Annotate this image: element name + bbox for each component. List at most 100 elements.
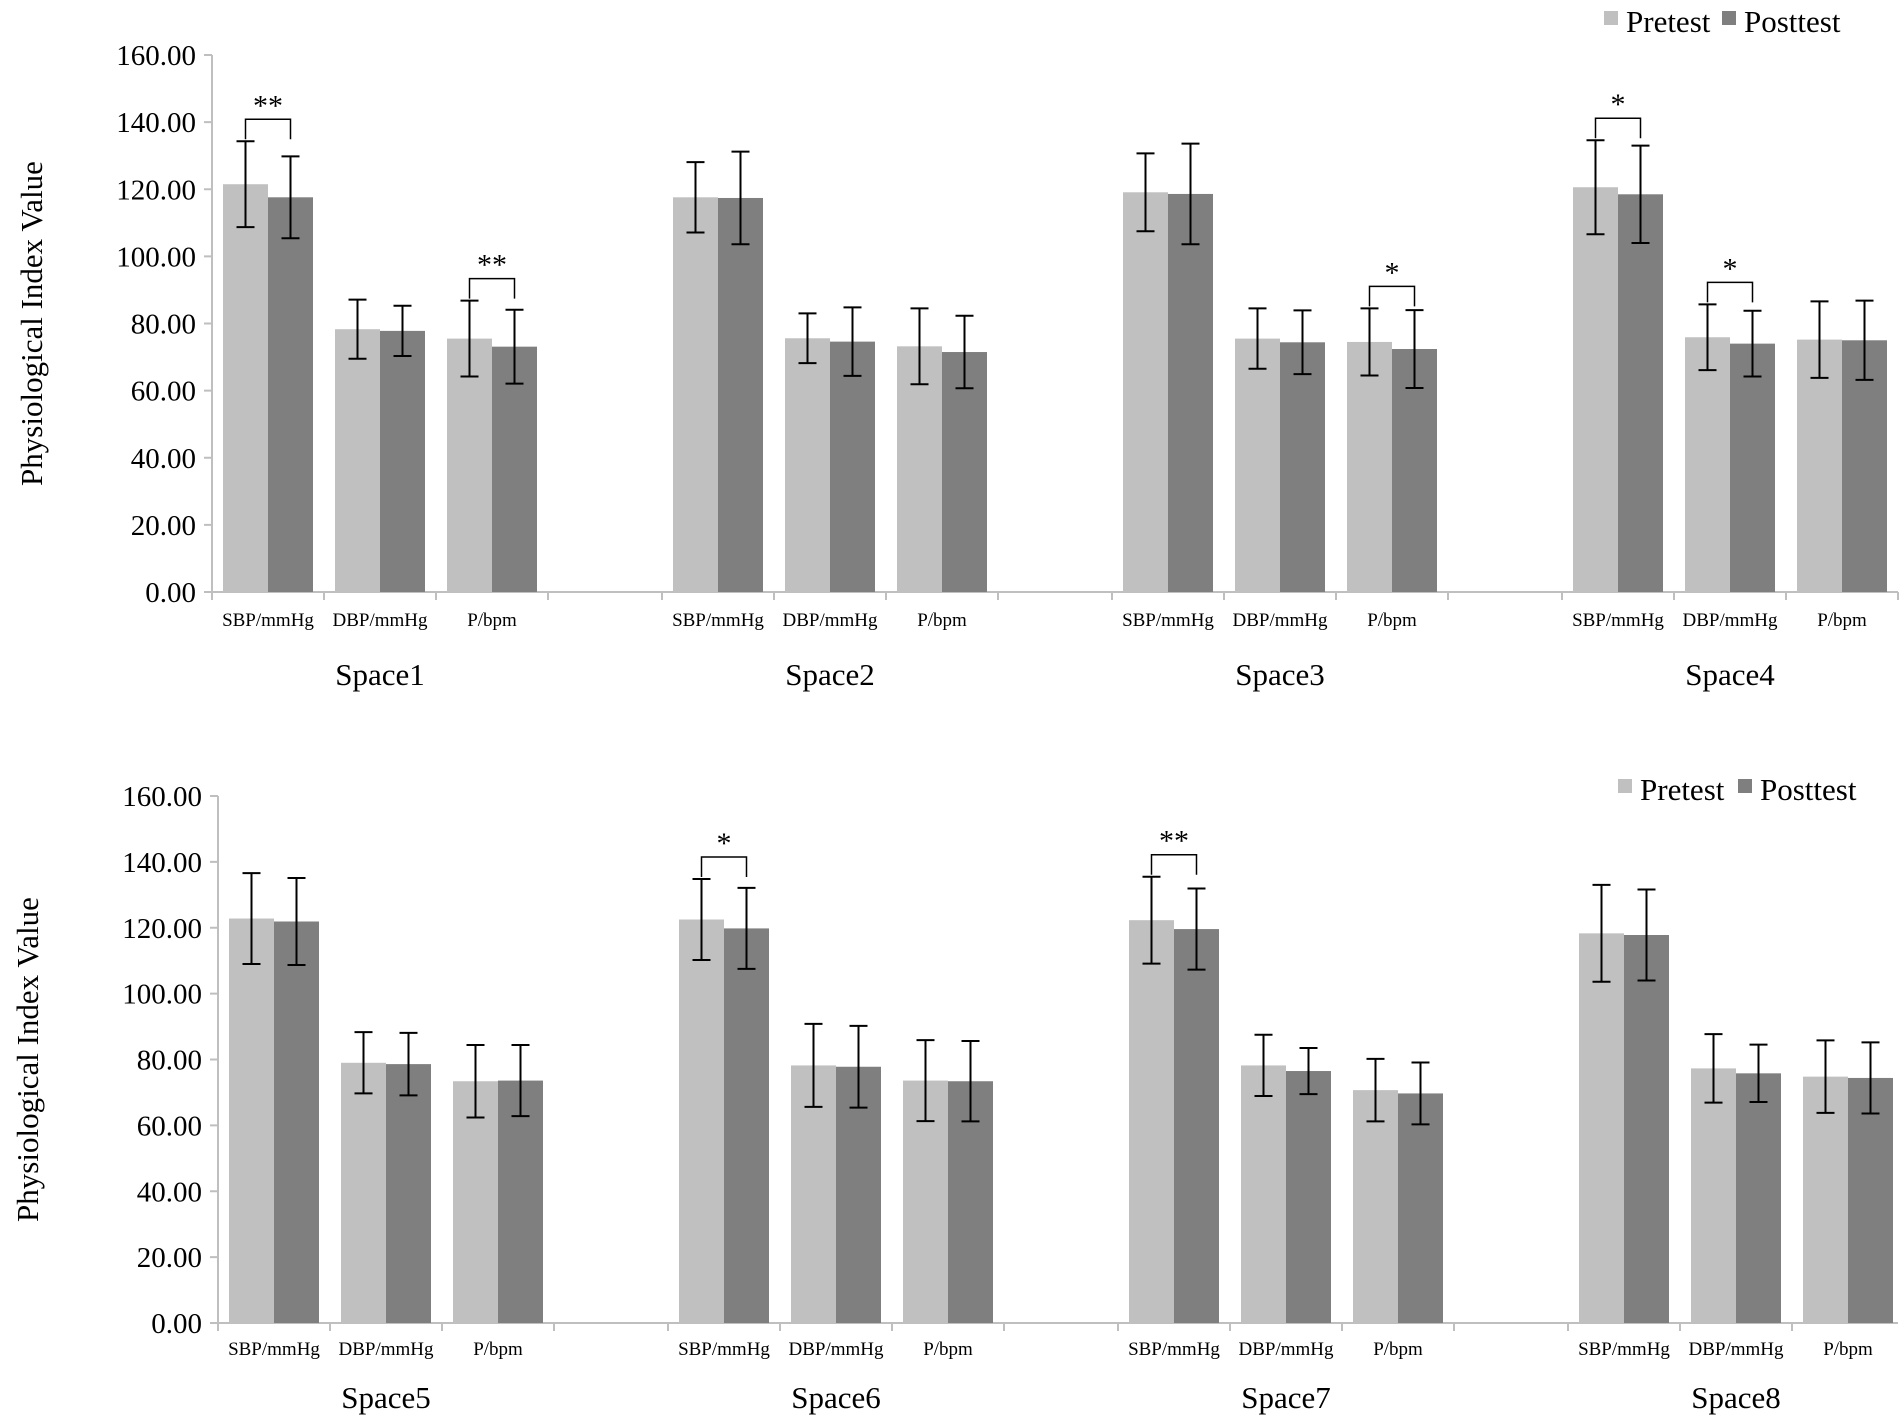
y-tick-label: 120.00 xyxy=(122,913,202,945)
bar-posttest xyxy=(492,346,537,592)
bar-pretest xyxy=(1347,341,1392,592)
bar-posttest xyxy=(274,921,319,1323)
x-category-label: DBP/mmHg xyxy=(338,1339,434,1360)
bar-pretest xyxy=(679,919,724,1323)
y-tick-label: 60.00 xyxy=(137,1110,202,1142)
bar-posttest xyxy=(498,1080,543,1323)
bar-pretest xyxy=(447,338,492,592)
legend-label-posttest: Posttest xyxy=(1744,4,1841,39)
x-category-label: DBP/mmHg xyxy=(1688,1339,1784,1360)
bar-posttest xyxy=(724,928,769,1323)
y-tick-label: 140.00 xyxy=(116,107,196,139)
y-axis-title: Physiological Index Value xyxy=(14,161,49,486)
bar-pretest xyxy=(1129,920,1174,1323)
bar-posttest xyxy=(1736,1073,1781,1323)
group-label: Space2 xyxy=(785,657,875,692)
bar-posttest xyxy=(1168,193,1213,593)
significance-marker: * xyxy=(717,827,732,860)
x-category-label: DBP/mmHg xyxy=(1232,610,1328,631)
legend-label-posttest: Posttest xyxy=(1760,772,1857,807)
bar-posttest xyxy=(1624,934,1669,1323)
significance-marker: * xyxy=(1385,256,1400,289)
x-category-label: SBP/mmHg xyxy=(1122,610,1214,631)
x-category-label: P/bpm xyxy=(1823,1339,1873,1360)
bar-posttest xyxy=(1398,1093,1443,1323)
significance-bracket xyxy=(1706,281,1754,303)
y-tick-label: 80.00 xyxy=(131,309,196,341)
y-tick-label: 160.00 xyxy=(122,781,202,813)
bar-pretest xyxy=(1123,192,1168,592)
x-category-label: DBP/mmHg xyxy=(788,1339,884,1360)
bar-posttest xyxy=(1730,343,1775,592)
significance-marker: * xyxy=(1723,252,1738,285)
x-category-label: SBP/mmHg xyxy=(222,610,314,631)
x-category-label: SBP/mmHg xyxy=(1578,1339,1670,1360)
bar-pretest xyxy=(229,918,274,1323)
y-axis-title: Physiological Index Value xyxy=(10,897,45,1222)
bar-posttest xyxy=(830,341,875,592)
legend-swatch-pretest xyxy=(1618,779,1632,793)
significance-marker: ** xyxy=(253,89,283,122)
bar-posttest xyxy=(718,197,763,592)
group-label: Space7 xyxy=(1241,1380,1331,1415)
significance-bracket xyxy=(700,856,748,878)
bar-posttest xyxy=(942,352,987,592)
bar-posttest xyxy=(836,1066,881,1323)
bar-posttest xyxy=(380,330,425,592)
bar-pretest xyxy=(1573,187,1618,592)
bar-pretest xyxy=(335,329,380,592)
group-label: Space8 xyxy=(1691,1380,1781,1415)
group-label: Space6 xyxy=(791,1380,881,1415)
bar-pretest xyxy=(1241,1065,1286,1323)
bar-posttest xyxy=(1842,340,1887,592)
significance-bracket xyxy=(1594,117,1642,139)
x-category-label: DBP/mmHg xyxy=(782,610,878,631)
y-tick-label: 160.00 xyxy=(116,40,196,72)
bar-pretest xyxy=(673,197,718,592)
y-tick-label: 20.00 xyxy=(131,510,196,542)
y-tick-label: 120.00 xyxy=(116,174,196,206)
x-category-label: SBP/mmHg xyxy=(1128,1339,1220,1360)
legend-swatch-posttest xyxy=(1722,11,1736,25)
bar-posttest xyxy=(1280,342,1325,592)
legend-swatch-pretest xyxy=(1604,11,1618,25)
x-category-label: P/bpm xyxy=(473,1339,523,1360)
bar-pretest xyxy=(791,1065,836,1323)
bar-posttest xyxy=(1848,1077,1893,1323)
bar-posttest xyxy=(268,197,313,592)
significance-marker: ** xyxy=(477,249,507,282)
x-category-label: P/bpm xyxy=(1817,610,1867,631)
group-label: Space4 xyxy=(1685,657,1775,692)
significance-bracket xyxy=(468,277,516,299)
bar-pretest xyxy=(1691,1068,1736,1323)
legend-swatch-posttest xyxy=(1738,779,1752,793)
legend-label-pretest: Pretest xyxy=(1640,772,1725,807)
significance-bracket xyxy=(244,118,292,140)
group-label: Space5 xyxy=(341,1380,431,1415)
bar-pretest xyxy=(1235,338,1280,592)
x-category-label: P/bpm xyxy=(923,1339,973,1360)
x-category-label: P/bpm xyxy=(917,610,967,631)
significance-marker: ** xyxy=(1159,825,1189,858)
y-tick-label: 40.00 xyxy=(131,443,196,475)
bar-pretest xyxy=(897,346,942,592)
bar-pretest xyxy=(785,338,830,592)
y-tick-label: 20.00 xyxy=(137,1242,202,1274)
x-category-label: P/bpm xyxy=(1373,1339,1423,1360)
x-category-label: DBP/mmHg xyxy=(332,610,428,631)
y-tick-label: 0.00 xyxy=(145,577,196,609)
y-tick-label: 100.00 xyxy=(122,979,202,1011)
bar-pretest xyxy=(341,1062,386,1323)
group-label: Space1 xyxy=(335,657,425,692)
bar-pretest xyxy=(1797,339,1842,592)
x-category-label: SBP/mmHg xyxy=(1572,610,1664,631)
bar-pretest xyxy=(1685,337,1730,592)
x-category-label: SBP/mmHg xyxy=(678,1339,770,1360)
bar-pretest xyxy=(1803,1076,1848,1323)
y-tick-label: 0.00 xyxy=(151,1308,202,1340)
x-category-label: P/bpm xyxy=(1367,610,1417,631)
bar-posttest xyxy=(1392,349,1437,592)
x-category-label: SBP/mmHg xyxy=(228,1339,320,1360)
bar-pretest xyxy=(453,1081,498,1323)
